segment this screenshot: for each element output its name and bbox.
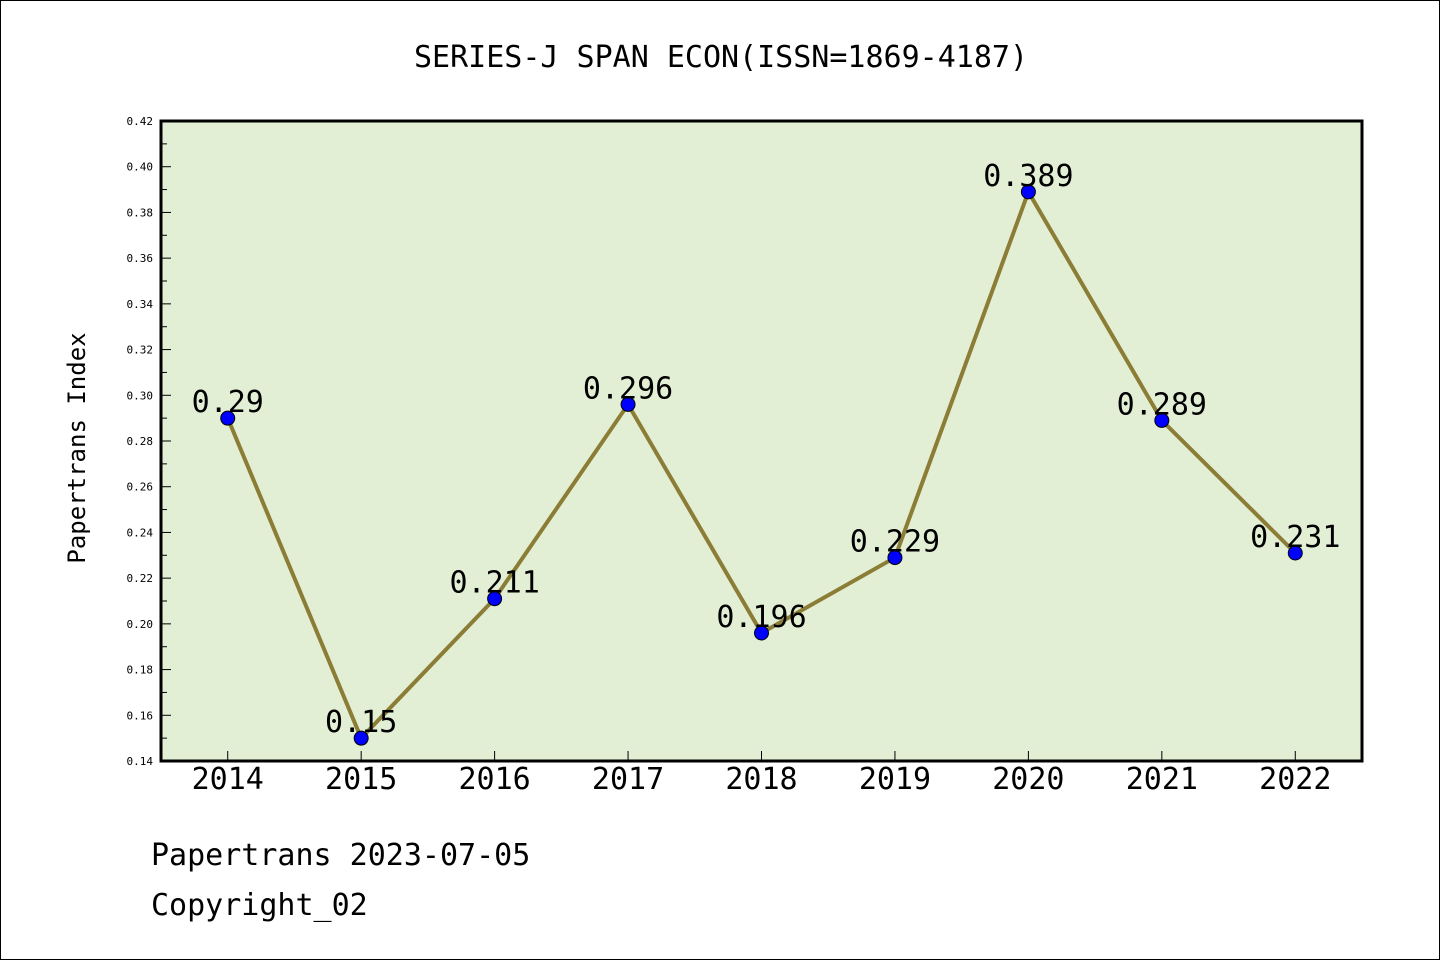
data-label: 0.231 xyxy=(1250,520,1340,555)
data-label: 0.296 xyxy=(583,371,673,406)
y-tick-label: 0.16 xyxy=(127,709,154,722)
data-point xyxy=(353,730,369,746)
data-label: 0.15 xyxy=(325,705,397,740)
y-tick-label: 0.34 xyxy=(127,298,154,311)
data-point xyxy=(1287,545,1303,561)
y-tick-label: 0.20 xyxy=(127,618,154,631)
y-tick-label: 0.14 xyxy=(127,755,154,768)
data-label: 0.229 xyxy=(850,525,940,560)
data-label: 0.289 xyxy=(1117,387,1207,422)
data-point xyxy=(1154,412,1170,428)
x-tick-label: 2018 xyxy=(725,762,797,797)
x-tick-label: 2019 xyxy=(859,762,931,797)
data-point xyxy=(487,591,503,607)
chart-title: SERIES-J SPAN ECON(ISSN=1869-4187) xyxy=(414,40,1028,75)
y-tick-label: 0.26 xyxy=(127,481,154,494)
x-tick-label: 2017 xyxy=(592,762,664,797)
x-tick-label: 2022 xyxy=(1259,762,1331,797)
y-tick-label: 0.18 xyxy=(127,664,154,677)
series-layer: 0.29 0.15 0.211 0.296 0.196 0.229 0.389 0.289 0.… xyxy=(192,159,1340,746)
x-tick-label: 2014 xyxy=(192,762,264,797)
x-tick-label: 2021 xyxy=(1126,762,1198,797)
y-tick-label: 0.36 xyxy=(127,252,154,265)
x-tick-label: 2020 xyxy=(992,762,1064,797)
data-label: 0.29 xyxy=(192,385,264,420)
data-label: 0.211 xyxy=(449,566,539,601)
x-tick-label: 2016 xyxy=(458,762,530,797)
plot-area xyxy=(161,121,1362,761)
y-tick-label: 0.24 xyxy=(127,526,154,539)
data-point xyxy=(1020,184,1036,200)
data-point xyxy=(620,396,636,412)
y-tick-label: 0.40 xyxy=(127,161,154,174)
y-axis-label: Papertrans Index xyxy=(63,332,91,563)
y-tick-label: 0.22 xyxy=(127,572,154,585)
x-tick-label: 2015 xyxy=(325,762,397,797)
data-point xyxy=(754,625,769,641)
y-tick-label: 0.28 xyxy=(127,435,154,448)
data-label: 0.196 xyxy=(716,600,806,635)
data-point xyxy=(887,550,903,566)
axis-ticks: 0.14 0.16 0.18 0.20 0.22 0.24 0.26 0.28 0.30 0.32… xyxy=(127,115,1332,797)
y-tick-label: 0.42 xyxy=(127,115,154,128)
plot-border xyxy=(159,119,1364,763)
y-tick-label: 0.38 xyxy=(127,206,154,219)
y-tick-label: 0.30 xyxy=(127,389,154,402)
footer-copyright: Copyright_02 xyxy=(151,888,368,923)
data-label: 0.389 xyxy=(983,159,1073,194)
y-tick-label: 0.32 xyxy=(127,344,154,357)
data-point xyxy=(220,410,236,426)
footer-date: Papertrans 2023-07-05 xyxy=(151,838,530,873)
